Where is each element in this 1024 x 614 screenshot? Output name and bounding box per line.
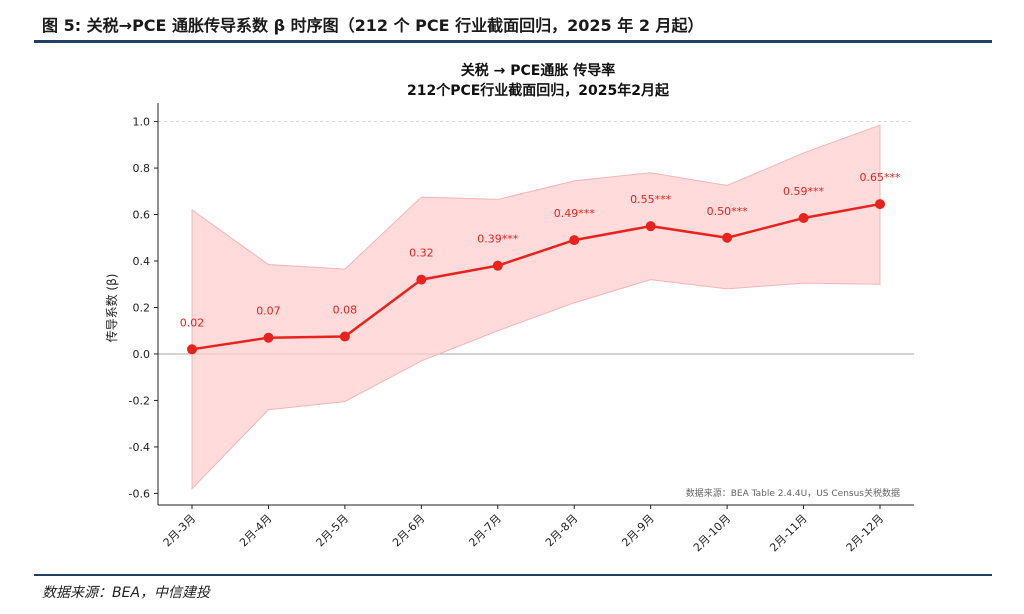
y-tick-label: -0.2 [129,394,150,407]
data-label: 0.07 [256,305,281,318]
y-tick-label: 0.0 [133,348,151,361]
data-label: 0.08 [333,304,358,317]
confidence-band [191,124,881,490]
chart-subtitle: 212个PCE行业截面回归，2025年2月起 [407,82,670,99]
data-label: 0.39*** [477,233,518,246]
data-point [569,235,580,246]
x-tick-label: 2月-4月 [237,512,274,549]
y-tick-label: 0.6 [133,209,151,222]
figure-source: 数据来源：BEA，中信建投 [42,585,211,601]
chart-title: 关税 → PCE通胀 传导率 [461,62,615,79]
data-point [875,199,885,210]
data-point [263,332,274,343]
y-tick-label: 0.4 [133,255,151,268]
data-point [416,274,427,285]
data-label: 0.55*** [630,193,671,206]
data-point [492,260,503,271]
data-label: 0.49*** [554,207,595,220]
series-line [191,202,881,351]
y-tick-label: 0.2 [133,301,151,314]
x-tick-label: 2月-3月 [161,512,198,549]
figure-title: 图 5: 关税→PCE 通胀传导系数 β 时序图（212 个 PCE 行业截面回… [42,16,704,35]
data-point [798,213,809,224]
x-tick-label: 2月-8月 [543,512,580,549]
data-label: 0.32 [409,247,434,260]
y-tick-label: 0.8 [133,162,151,175]
y-tick-label: -0.4 [129,441,150,454]
data-label: 0.59*** [783,185,824,198]
data-label: 0.50*** [707,205,748,218]
chart: 关税 → PCE通胀 传导率 212个PCE行业截面回归，2025年2月起 -0… [104,62,914,554]
bottom-rule [34,574,992,576]
data-point [722,232,733,243]
x-tick-label: 2月-12月 [844,512,886,554]
y-tick-label: -0.6 [129,487,150,500]
data-point [187,344,197,355]
x-tick-label: 2月-11月 [767,512,809,554]
x-tick-label: 2月-6月 [390,512,427,549]
data-point [339,331,350,342]
x-tick-label: 2月-5月 [314,512,351,549]
x-tick-label: 2月-9月 [619,512,656,549]
x-tick-label: 2月-7月 [466,512,503,549]
data-label: 0.65*** [860,171,901,184]
y-tick-label: 1.0 [133,116,151,129]
data-label: 0.02 [180,316,205,329]
y-axis-label: 传导系数 (β) [104,274,119,343]
data-point [645,221,656,232]
x-tick-label: 2月-10月 [691,512,733,554]
chart-source-note: 数据来源：BEA Table 2.4.4U，US Census关税数据 [686,487,900,499]
top-rule [34,40,992,43]
